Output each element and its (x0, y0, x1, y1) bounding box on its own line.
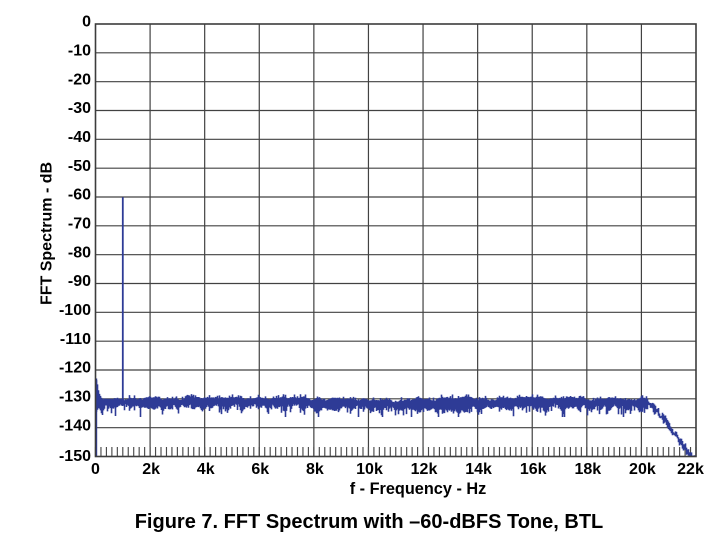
svg-text:-70: -70 (68, 215, 91, 232)
svg-text:-140: -140 (59, 417, 91, 434)
svg-text:0: 0 (91, 461, 100, 478)
svg-text:20k: 20k (629, 461, 656, 478)
svg-text:-90: -90 (68, 273, 91, 290)
svg-text:Figure 7. FFT Spectrum with –6: Figure 7. FFT Spectrum with –60-dBFS Ton… (135, 511, 604, 533)
svg-text:-10: -10 (68, 42, 91, 59)
svg-text:6k: 6k (251, 461, 269, 478)
svg-text:-120: -120 (59, 360, 91, 377)
svg-text:-30: -30 (68, 100, 91, 117)
svg-text:-130: -130 (59, 388, 91, 405)
svg-text:-20: -20 (68, 71, 91, 88)
svg-text:8k: 8k (306, 461, 324, 478)
svg-text:-100: -100 (59, 302, 91, 319)
svg-text:0: 0 (82, 14, 91, 31)
svg-text:2k: 2k (142, 461, 160, 478)
svg-text:-110: -110 (60, 331, 91, 348)
svg-text:FFT Spectrum - dB: FFT Spectrum - dB (39, 162, 56, 305)
svg-text:-150: -150 (59, 448, 91, 465)
svg-text:-60: -60 (68, 187, 91, 204)
svg-text:-80: -80 (68, 244, 91, 261)
svg-text:22k: 22k (677, 461, 704, 478)
svg-text:-40: -40 (68, 129, 91, 146)
svg-text:14k: 14k (465, 461, 492, 478)
svg-text:12k: 12k (411, 461, 438, 478)
svg-text:16k: 16k (520, 461, 547, 478)
svg-text:10k: 10k (356, 461, 383, 478)
svg-text:18k: 18k (574, 461, 601, 478)
svg-text:-50: -50 (68, 158, 91, 175)
svg-text:4k: 4k (197, 461, 215, 478)
svg-text:f - Frequency - Hz: f - Frequency - Hz (350, 480, 487, 498)
